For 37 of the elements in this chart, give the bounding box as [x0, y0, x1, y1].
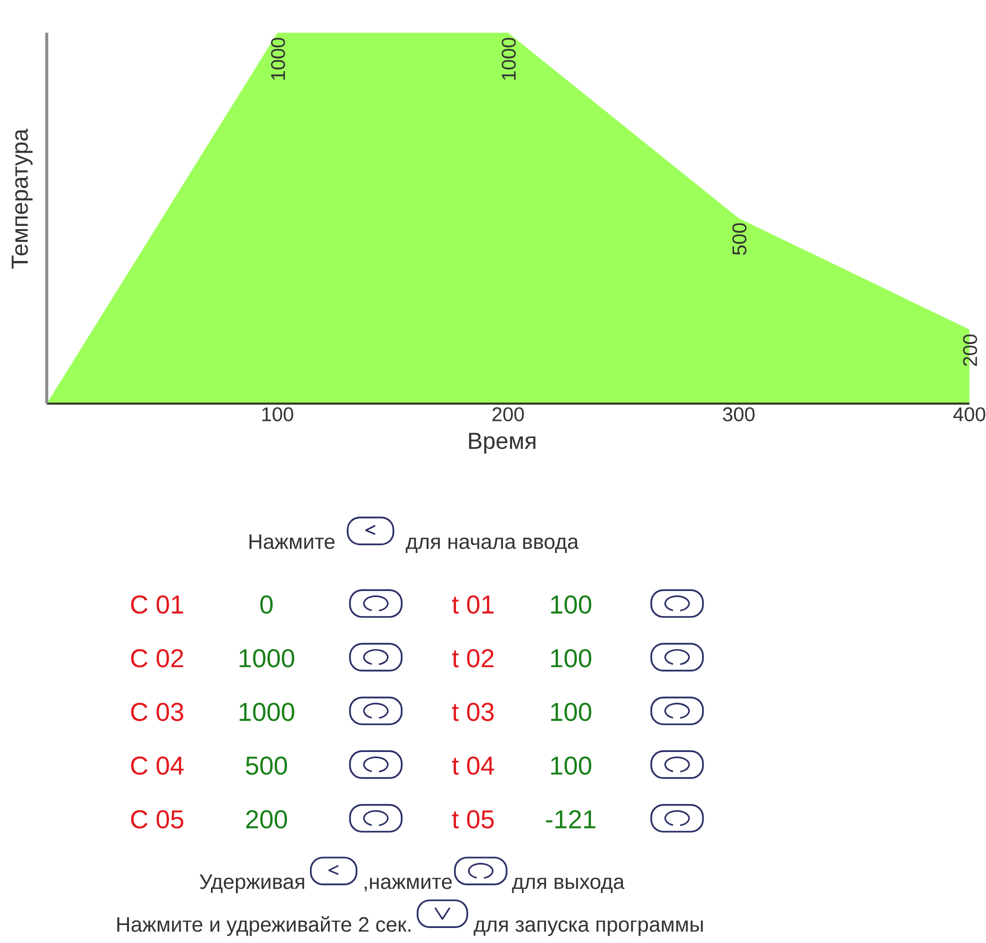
x-tick-label: 200 [492, 407, 524, 422]
text: ,нажмите [364, 878, 452, 892]
text: Нажмите [250, 534, 335, 550]
text: 100 [551, 703, 592, 722]
text: C 05 [131, 810, 184, 829]
y-axis-title: Температура [12, 128, 33, 269]
text: 100 [551, 649, 592, 668]
text: C 02 [131, 649, 184, 668]
text: Удерживая [200, 874, 304, 894]
x-tick-label: 300 [722, 407, 755, 422]
x-tick-label: 100 [262, 407, 294, 422]
text: C 03 [131, 703, 184, 722]
data-label: 500 [732, 223, 746, 256]
text: 100 [551, 756, 592, 775]
text: для выхода [512, 878, 625, 894]
text: для запуска программы [474, 920, 703, 936]
text: t 05 [452, 810, 494, 829]
data-label: 200 [963, 334, 978, 366]
x-tick-label: 400 [953, 407, 986, 422]
text: t 01 [452, 596, 494, 614]
text: для начала ввода [406, 538, 579, 554]
text: 200 [246, 810, 288, 829]
text: t 04 [452, 756, 494, 775]
text: C 01 [131, 596, 184, 614]
text: 1000 [240, 703, 294, 722]
data-label: 1000 [502, 38, 516, 80]
text: 0 [260, 596, 273, 614]
data-label: 1000 [271, 38, 286, 80]
text: -121 [546, 810, 596, 828]
text: C 04 [131, 756, 184, 775]
text: 500 [246, 756, 288, 775]
text: Нажмите и удреживайте 2 сек. [117, 916, 410, 936]
x-axis-title: Время [469, 433, 536, 454]
text: t 02 [452, 649, 494, 668]
text: t 03 [452, 703, 494, 722]
text: 100 [551, 596, 592, 614]
text: 1000 [240, 649, 294, 668]
